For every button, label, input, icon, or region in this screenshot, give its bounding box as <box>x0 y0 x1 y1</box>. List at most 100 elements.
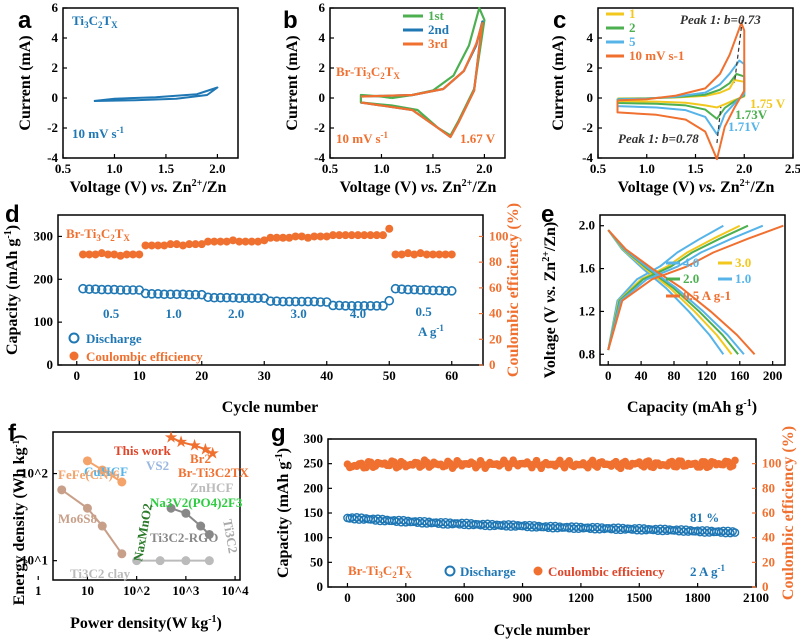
panel-d-ce-point <box>185 240 194 249</box>
panel-d-discharge-point <box>84 284 95 294</box>
panel-f-label: ZnHCF <box>190 480 233 495</box>
panel-d-y-tick-label: 300 <box>34 228 54 243</box>
panel-f-point <box>196 521 206 531</box>
panel-e-y-tick-label: 1.2 <box>579 303 595 318</box>
panel-e-x-tick-label: 0 <box>605 368 612 383</box>
panel-c-v-label-2: 1.73V <box>735 107 768 122</box>
panel-d-ce-point <box>291 232 300 241</box>
panel-d-discharge-point <box>96 284 107 295</box>
panel-f-label: This work <box>114 443 171 458</box>
panel-b-y-tick-label: -2 <box>314 120 325 135</box>
panel-e-legend-label: 4.0 <box>683 255 699 270</box>
panel-d-x-tick-label: 20 <box>195 368 208 383</box>
panel-f-star-point: ★ <box>187 437 201 454</box>
panel-d-y-right-tick-label: 60 <box>489 280 502 295</box>
panel-g-ylabel: Capacity (mAh g-1) <box>274 448 292 578</box>
panel-e-charge-curve-0.5 A g-1 <box>607 224 784 351</box>
panel-d-ce-point <box>385 224 394 233</box>
panel-c-plot <box>616 19 746 161</box>
panel-c-peak-guide-top <box>733 19 743 84</box>
panel-d-ce-point <box>360 231 369 240</box>
panel-g-x-tick-label: 0 <box>344 590 351 605</box>
panel-g-plot <box>343 456 740 538</box>
panel-d-ce-point <box>297 232 306 241</box>
panel-d-ce-point <box>97 249 106 258</box>
panel-f-plot: ★★ ★★★ <box>57 429 220 566</box>
panel-d-discharge-point <box>190 289 201 300</box>
panel-f-label: Br2 <box>190 451 211 466</box>
panel-d-ce-point <box>104 250 112 259</box>
panel-d-plot <box>78 224 457 311</box>
panel-d-y-tick-label: 200 <box>34 271 54 286</box>
panel-g-x-tick-label: 300 <box>396 590 416 605</box>
panel-g-y-tick-label: 0 <box>317 579 324 594</box>
panel-d-ce-point <box>91 250 100 259</box>
panel-d-ce-point <box>222 237 231 246</box>
panel-d-discharge-point <box>209 292 220 303</box>
panel-f: f 1 10 10^2 10^3 10^4 10^110^2 ★★ ★★★ This wo… <box>8 420 249 632</box>
panel-d-ce-point <box>354 231 362 240</box>
panel-g-x-tick-label: 900 <box>513 590 533 605</box>
panel-d-ce-point <box>435 250 444 259</box>
panel-d-ce-point <box>129 250 137 259</box>
panel-f-y-tick-label: 10^2 <box>21 466 48 481</box>
panel-d-ce-point <box>254 237 262 246</box>
panel-letter-f: f <box>8 420 17 447</box>
panel-f-point <box>82 503 92 513</box>
panel-b-ylabel: Current (mA) <box>284 35 301 130</box>
panel-d-discharge-point <box>340 301 351 311</box>
panel-d-ce-point <box>447 250 456 259</box>
panel-g-retention: 81 % <box>690 510 719 525</box>
panel-d-x-tick-label: 10 <box>133 368 146 383</box>
panel-g-legend-ce-marker <box>533 566 543 576</box>
panel-b-y-tick-label: -4 <box>314 150 325 165</box>
panel-d-discharge-point <box>246 293 257 303</box>
panel-d-discharge-point <box>353 301 363 311</box>
panel-d-x-tick-label: 50 <box>383 368 396 383</box>
panel-d-ce-point <box>404 249 412 258</box>
panel-g-y-right-tick-label: 100 <box>762 456 782 471</box>
panel-b-x-tick-label: 1.5 <box>425 161 442 176</box>
panel-g-y-tick-label: 100 <box>304 530 324 545</box>
panel-d-ce-point <box>272 233 281 242</box>
panel-d-ce-point <box>260 236 269 245</box>
panel-d-ce-point <box>216 237 225 246</box>
panel-e-x-tick-label: 120 <box>697 368 717 383</box>
panel-c-v-label-3: 1.71V <box>728 119 761 134</box>
panel-d-ce-point <box>329 231 337 240</box>
panel-g-legend-discharge-marker <box>444 565 456 577</box>
panel-f-label: Ti3C2-RGO <box>150 530 218 545</box>
panel-letter-d: d <box>5 201 20 228</box>
panel-d-legend-ce-marker <box>69 351 79 361</box>
panel-d-discharge-point <box>446 286 457 296</box>
panel-b-rate-label: 10 mV s-1 <box>336 130 389 146</box>
panel-f-point <box>132 556 142 566</box>
panel-d-y-right-tick-label: 20 <box>489 331 502 346</box>
panel-d-rate-label: 2.0 <box>228 306 244 321</box>
panel-e-frame <box>599 214 786 366</box>
panel-d-ce-point <box>422 250 431 259</box>
panel-d-rate-label: 1.0 <box>166 306 182 321</box>
panel-d-discharge-point <box>203 292 213 303</box>
panel-a-cv-curve <box>93 86 219 102</box>
panel-e-charge-curve-4.0 <box>607 224 724 351</box>
panel-f-star-point: ★ <box>198 441 212 458</box>
panel-g-y-right-tick-label: 60 <box>762 505 775 520</box>
panel-d-ce-point <box>341 231 350 240</box>
panel-d-ce-point <box>191 240 200 249</box>
panel-e-legend-label: 3.0 <box>735 255 751 270</box>
panel-d-y-tick-label: 0 <box>47 357 54 372</box>
panel-f-x-tick-label: 10^4 <box>222 583 250 598</box>
panel-g-legend-discharge: Discharge <box>460 564 516 579</box>
panel-c-legend-label: 10 mV s-1 <box>629 48 684 63</box>
panel-letter-c: c <box>553 7 566 34</box>
panel-e-x-tick-label: 200 <box>763 368 783 383</box>
panel-f-point <box>117 549 127 559</box>
panel-letter-a: a <box>18 7 32 34</box>
panel-b-y-tick-label: 2 <box>319 60 326 75</box>
panel-d-ce-point <box>247 237 256 246</box>
panel-d-discharge-point <box>440 286 451 296</box>
panel-f-x-tick-label: 1 <box>35 583 42 598</box>
panel-d-discharge-point <box>303 296 313 307</box>
